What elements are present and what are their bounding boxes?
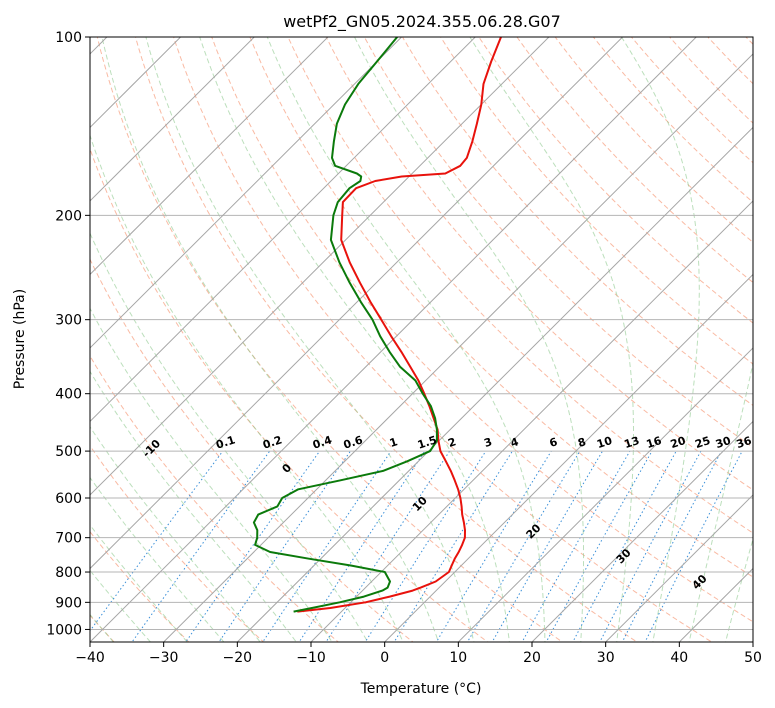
dry-adiabat [630,37,753,164]
y-tick-label: 1000 [46,622,82,638]
chart-title: wetPf2_GN05.2024.355.06.28.G07 [283,12,561,32]
mixing-ratio-label: 3 [482,435,493,450]
isotherm-gridline [90,37,624,570]
mixing-ratio-label: 36 [735,434,754,451]
mixing-ratio-label: 4 [509,435,521,450]
mixing-ratio-label: 1 [388,435,399,450]
dry-adiabat [90,258,414,642]
moist-adiabat [145,37,475,642]
mixing-ratio-label: 25 [693,434,712,451]
y-tick-label: 800 [55,565,82,581]
mixing-ratio-label: 20 [669,434,688,451]
isotherm-gridline [236,126,753,642]
mixing-ratio-label: 8 [576,435,587,450]
mixing-ratio-label: 0.6 [342,433,365,451]
y-tick-label: 500 [55,444,82,460]
y-tick-label: 600 [55,491,82,507]
mixing-ratio-label: 1.5 [416,433,439,451]
y-tick-label: 400 [55,387,82,403]
mixing-ratio-label: 30 [714,434,733,451]
dry-adiabat [516,37,753,284]
moist-adiabat [90,307,333,642]
x-tick-label: −20 [223,650,253,666]
dry-adiabat [325,37,753,491]
mixing-ratio-label: 0.2 [261,433,284,451]
x-tick-label: 10 [449,650,467,666]
axis-layer: −40 −30 −20 −10 0 10 20 30 40 50 1000 900 800 700 600 5… [46,30,762,666]
moist-adiabat [621,37,700,642]
isotherm-gridline [457,347,753,642]
moist-adiabat [90,232,369,642]
dry-adiabat [211,37,753,623]
y-tick-label: 700 [55,531,82,547]
isotherm-gridline [90,37,697,642]
plot-grid-layer [90,37,753,642]
x-tick-label: 50 [744,650,762,666]
y-tick-label: 200 [55,208,82,224]
moist-adiabat [266,37,546,642]
mixing-ratio-label: 10 [595,434,614,451]
isotherm-gridline [90,37,403,349]
y-tick-label: 300 [55,313,82,329]
x-tick-label: 20 [523,650,541,666]
dry-adiabat [173,37,713,642]
isotherm-gridline [90,37,550,496]
temperature-profile-line [297,37,502,613]
dry-adiabat [90,147,489,642]
plot-series-layer [252,37,502,613]
isotherm-gridline [90,37,476,423]
x-tick-label: −40 [75,650,105,666]
isotherm-gridline [90,37,329,276]
mixing-ratio-label: 0.1 [214,433,237,451]
moist-adiabat [90,569,152,642]
x-tick-label: −10 [296,650,326,666]
dry-adiabat [96,37,564,642]
x-tick-label: 0 [380,650,389,666]
mixing-ratio-label: 13 [623,434,642,451]
isotherm-gridline [90,37,182,129]
dry-adiabat [90,530,190,642]
dry-adiabat [134,37,638,642]
mixing-ratio-label: 0.4 [311,433,334,451]
dry-adiabat [401,37,753,407]
mixing-ratio-label: 16 [645,434,664,451]
plot-label-layer: 0.10.20.40.611.52346810131620253036-100-… [140,433,754,592]
plot-frame [89,36,754,643]
y-tick-label: 900 [55,595,82,611]
moist-adiabat [725,537,753,642]
isotherm-gridline [310,200,753,642]
y-tick-label: 100 [55,30,82,46]
dry-adiabat [440,37,753,365]
isotherm-gridline [604,494,753,642]
x-axis-label: Temperature (°C) [360,681,482,697]
mixing-ratio-label: 2 [446,435,457,450]
isotherm-gridline [90,37,255,202]
x-tick-label: 30 [597,650,615,666]
x-tick-label: −30 [149,650,179,666]
x-tick-label: 40 [670,650,688,666]
moist-adiabat [90,524,188,642]
dewpoint-profile-line [252,37,438,613]
mixing-ratio-label: 6 [548,435,560,450]
dry-adiabat [287,37,753,534]
dry-adiabat [249,37,753,578]
y-axis-label: Pressure (hPa) [12,289,28,389]
isotherm-gridline [531,420,753,642]
dry-adiabat [554,37,753,243]
isotherm-gridline [383,273,753,642]
